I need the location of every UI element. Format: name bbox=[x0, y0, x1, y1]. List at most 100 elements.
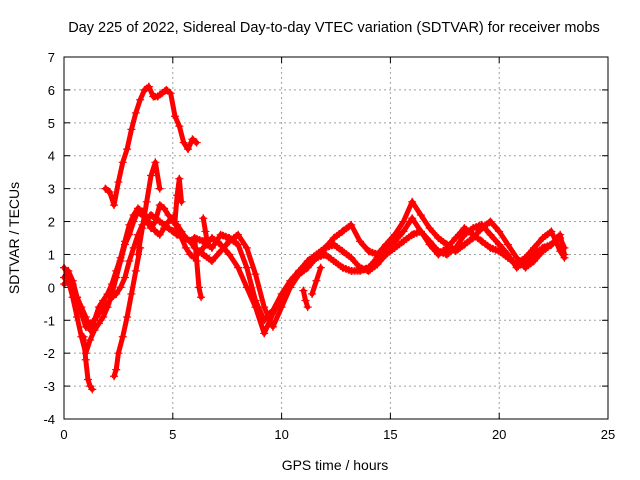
data-point-marker bbox=[329, 234, 338, 242]
data-point-marker bbox=[179, 138, 188, 147]
series-trace bbox=[102, 84, 200, 208]
data-point-marker bbox=[199, 243, 208, 252]
data-point-marker bbox=[190, 234, 199, 242]
series-trace-edge bbox=[174, 181, 183, 226]
x-tick-label: 25 bbox=[601, 427, 615, 442]
data-point-marker bbox=[129, 210, 138, 219]
data-point-marker bbox=[477, 237, 486, 246]
data-point-marker bbox=[125, 220, 134, 229]
series-trace-edge bbox=[63, 217, 566, 331]
data-point-marker bbox=[175, 122, 184, 131]
series-trace-edge bbox=[311, 263, 322, 292]
data-point-marker bbox=[140, 85, 149, 94]
data-point-marker bbox=[303, 263, 312, 272]
data-point-marker bbox=[538, 234, 547, 242]
data-point-marker bbox=[530, 257, 539, 266]
data-point-marker bbox=[364, 247, 373, 256]
data-point-marker bbox=[316, 263, 325, 272]
data-point-marker bbox=[251, 303, 260, 312]
data-point-marker bbox=[242, 263, 251, 272]
series-trace-edge bbox=[113, 244, 141, 374]
data-point-marker bbox=[83, 375, 92, 384]
data-point-marker bbox=[112, 266, 121, 275]
data-point-marker bbox=[147, 210, 156, 219]
data-point-marker bbox=[442, 240, 451, 249]
data-point-marker bbox=[486, 243, 495, 252]
data-point-marker bbox=[434, 250, 443, 259]
data-point-marker bbox=[118, 332, 127, 341]
data-point-marker bbox=[199, 214, 208, 223]
x-tick-label: 10 bbox=[274, 427, 288, 442]
data-point-marker bbox=[173, 191, 182, 200]
data-point-marker bbox=[451, 247, 460, 256]
data-point-marker bbox=[560, 250, 569, 259]
data-point-marker bbox=[216, 230, 225, 239]
data-point-marker bbox=[495, 247, 504, 256]
series-trace-edge bbox=[104, 88, 198, 209]
data-point-marker bbox=[175, 174, 184, 183]
data-point-marker bbox=[147, 171, 156, 180]
data-point-marker bbox=[225, 237, 234, 246]
x-axis-label: GPS time / hours bbox=[282, 457, 389, 473]
data-point-marker bbox=[90, 316, 99, 325]
series-trace bbox=[61, 199, 567, 336]
data-point-marker bbox=[73, 293, 82, 302]
data-point-marker bbox=[547, 227, 556, 236]
data-point-marker bbox=[151, 158, 160, 167]
series-arc-c bbox=[60, 197, 569, 338]
x-tick-label: 20 bbox=[492, 427, 506, 442]
series-trace-edge bbox=[63, 198, 566, 332]
data-point-marker bbox=[399, 217, 408, 226]
data-point-marker bbox=[538, 247, 547, 256]
data-point-marker bbox=[408, 214, 417, 223]
data-point-marker bbox=[373, 250, 382, 259]
data-point-marker bbox=[503, 240, 512, 249]
data-point-marker bbox=[338, 227, 347, 236]
data-point-marker bbox=[460, 240, 469, 249]
data-point-marker bbox=[192, 257, 201, 266]
data-point-marker bbox=[434, 234, 443, 242]
data-point-marker bbox=[321, 243, 330, 252]
series-spike-4 bbox=[170, 174, 186, 226]
data-point-marker bbox=[155, 184, 164, 193]
data-point-marker bbox=[136, 95, 145, 104]
data-point-marker bbox=[81, 355, 90, 364]
data-point-marker bbox=[347, 220, 356, 229]
data-point-marker bbox=[68, 280, 77, 289]
data-point-marker bbox=[177, 234, 186, 242]
data-point-marker bbox=[242, 283, 251, 292]
data-point-marker bbox=[162, 85, 171, 94]
data-point-marker bbox=[114, 349, 123, 358]
data-point-marker bbox=[399, 237, 408, 246]
data-point-marker bbox=[170, 217, 179, 226]
y-tick-label: -3 bbox=[43, 379, 55, 394]
series-trace-edge bbox=[137, 164, 161, 259]
data-point-marker bbox=[225, 250, 234, 259]
data-point-marker bbox=[64, 270, 73, 279]
data-point-marker bbox=[151, 217, 160, 226]
data-point-marker bbox=[207, 257, 216, 266]
data-point-marker bbox=[347, 266, 356, 275]
data-point-marker bbox=[390, 230, 399, 239]
data-point-marker bbox=[177, 197, 186, 206]
data-point-marker bbox=[277, 293, 286, 302]
data-point-marker bbox=[308, 289, 317, 298]
data-point-marker bbox=[173, 224, 182, 233]
data-point-marker bbox=[382, 240, 391, 249]
data-point-marker bbox=[364, 263, 373, 272]
y-tick-label: 0 bbox=[48, 280, 55, 295]
data-point-marker bbox=[416, 227, 425, 236]
data-point-marker bbox=[408, 230, 417, 239]
x-tick-label: 0 bbox=[60, 427, 67, 442]
series-trace-edge bbox=[137, 158, 161, 253]
data-point-marker bbox=[268, 309, 277, 318]
data-point-marker bbox=[460, 224, 469, 233]
data-point-marker bbox=[530, 243, 539, 252]
data-point-marker bbox=[133, 204, 142, 213]
data-point-marker bbox=[399, 227, 408, 236]
data-point-marker bbox=[127, 125, 136, 134]
data-point-marker bbox=[73, 312, 82, 321]
y-tick-label: 7 bbox=[48, 50, 55, 65]
data-point-marker bbox=[234, 263, 243, 272]
